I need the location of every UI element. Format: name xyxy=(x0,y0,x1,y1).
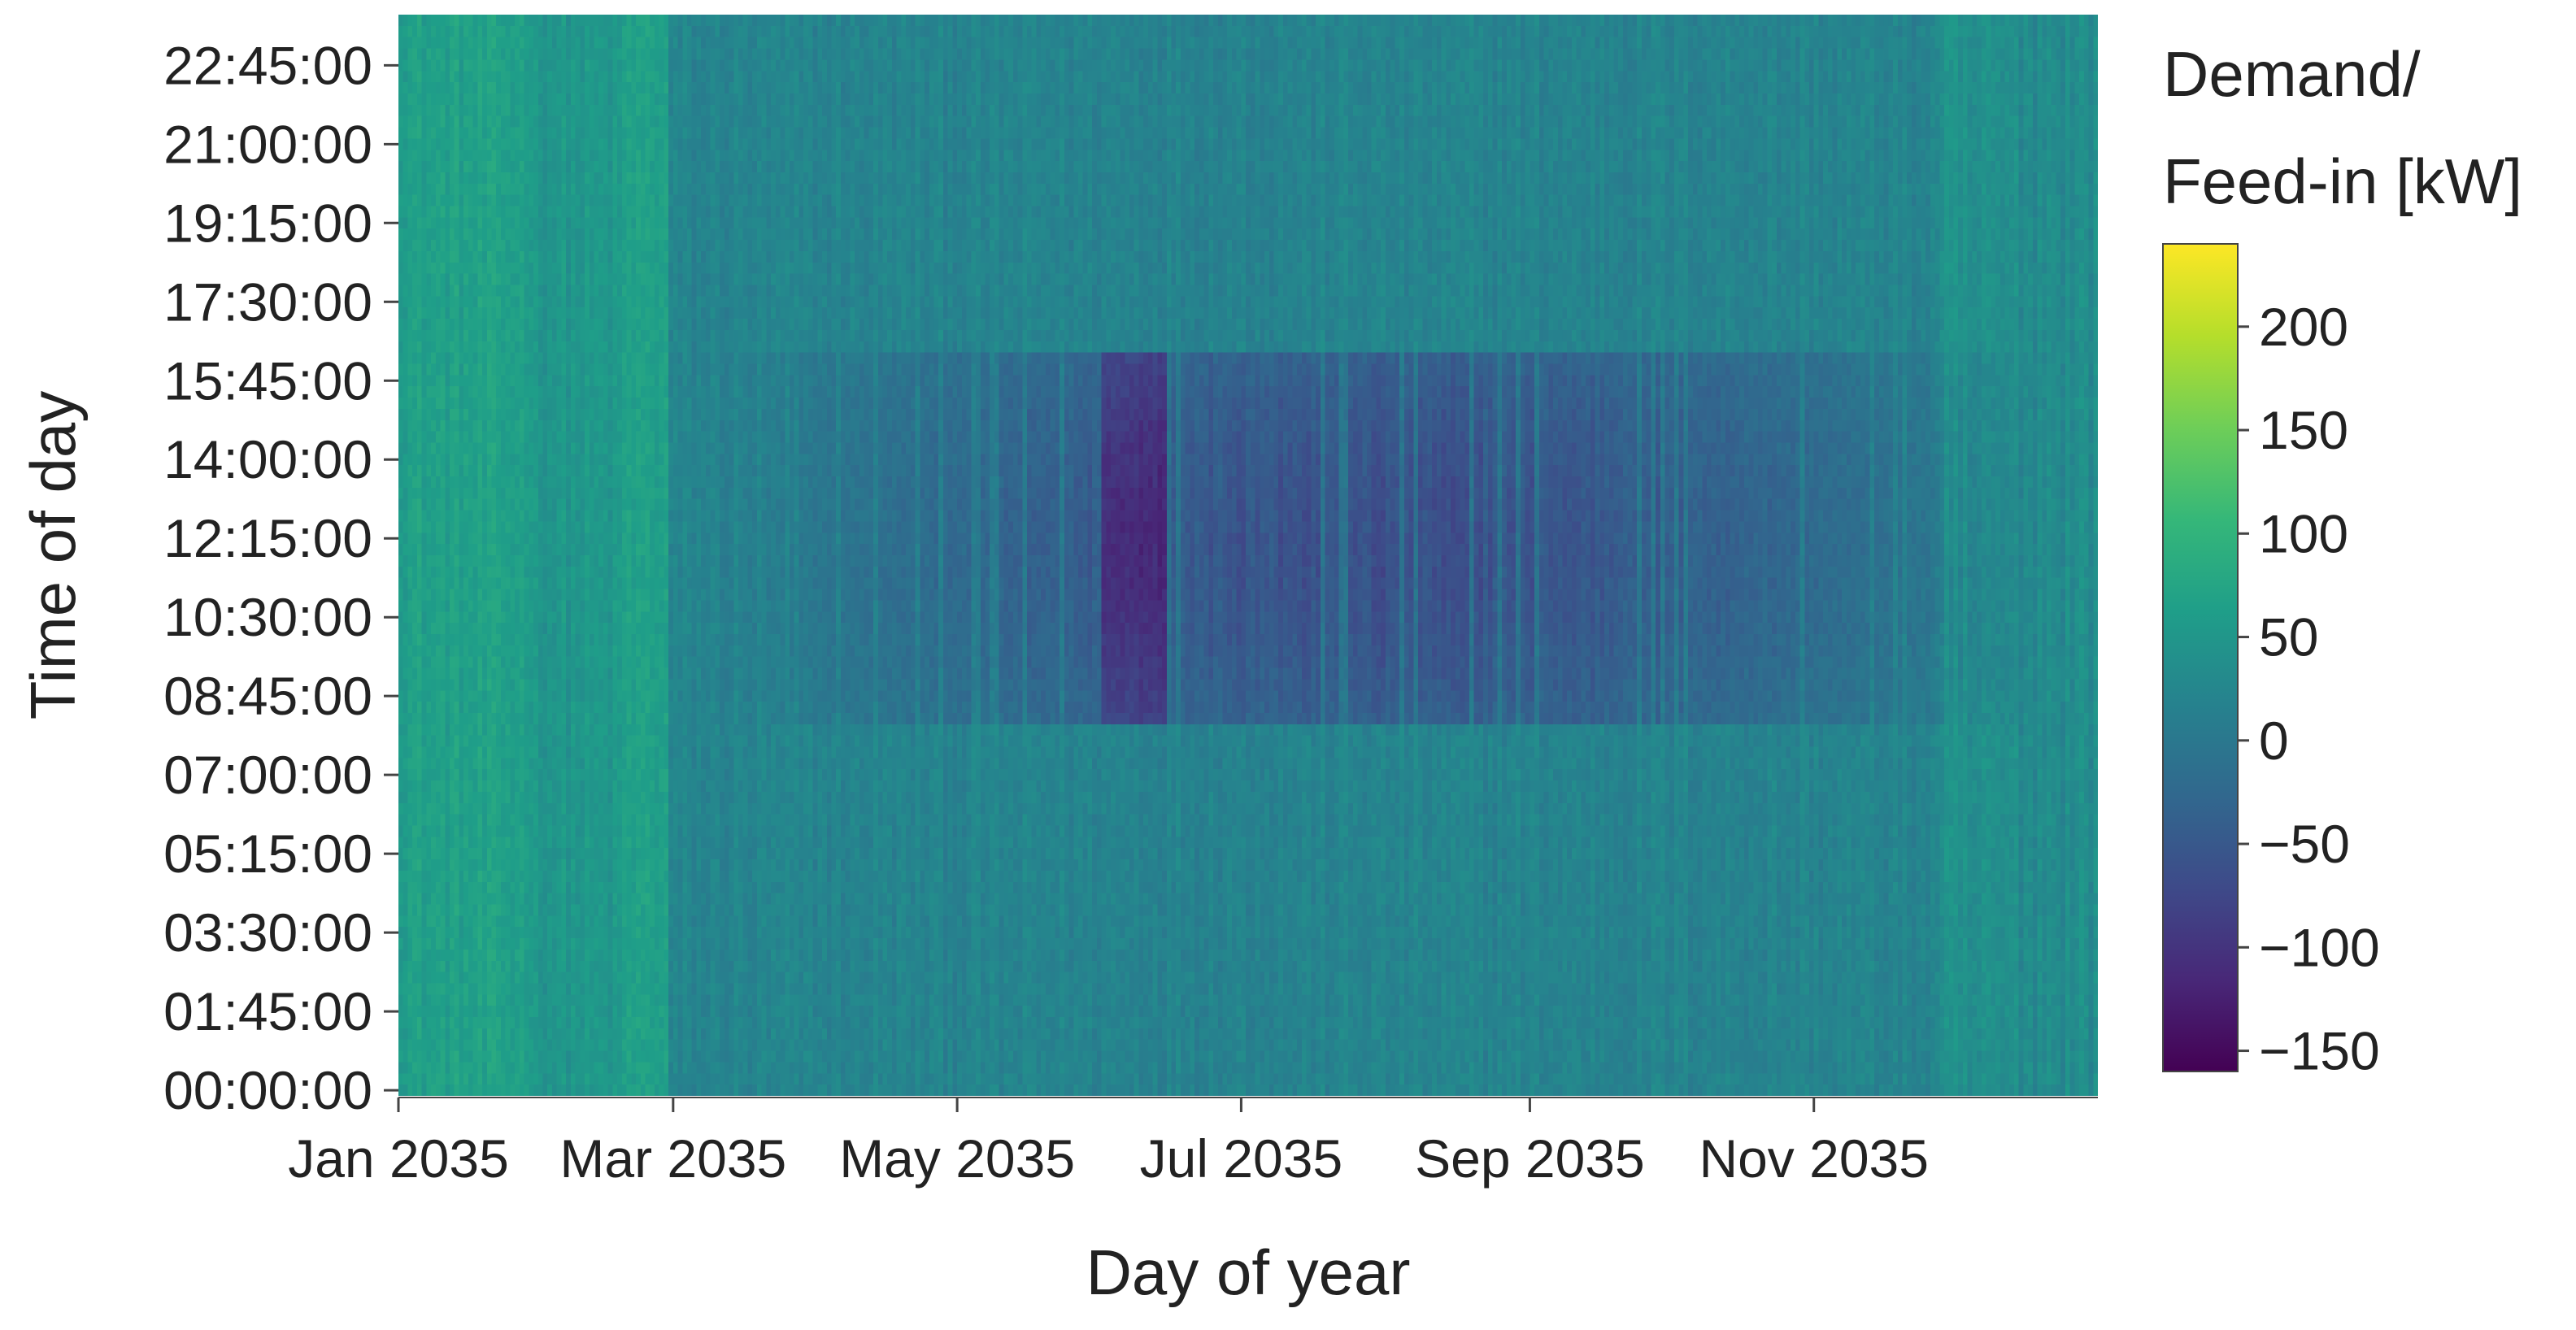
x-tick-label: Mar 2035 xyxy=(559,1128,786,1189)
y-tick-label: 03:30:00 xyxy=(163,902,372,963)
y-tick-label: 05:15:00 xyxy=(163,824,372,884)
heatmap xyxy=(398,15,2098,1096)
colorbar-tick-label: −50 xyxy=(2259,814,2350,874)
x-tick-label: Nov 2035 xyxy=(1699,1128,1929,1189)
y-tick-label: 01:45:00 xyxy=(163,981,372,1041)
y-axis-title: Time of day xyxy=(17,391,89,720)
colorbar-title-line-2: Feed-in [kW] xyxy=(2163,146,2522,217)
y-tick-label: 00:00:00 xyxy=(163,1060,372,1120)
colorbar-title-line-1: Demand/ xyxy=(2163,38,2421,110)
x-tick-label: Jul 2035 xyxy=(1140,1128,1343,1189)
colorbar-tick-label: 50 xyxy=(2259,607,2318,667)
colorbar-tick-label: 150 xyxy=(2259,400,2348,460)
y-tick-label: 12:15:00 xyxy=(163,508,372,568)
colorbar-gradient xyxy=(2162,243,2239,1072)
y-tick-label: 21:00:00 xyxy=(163,114,372,174)
colorbar-tick-label: 200 xyxy=(2259,297,2348,357)
x-tick-label: Jan 2035 xyxy=(288,1128,509,1189)
x-tick-label: Sep 2035 xyxy=(1415,1128,1645,1189)
x-tick-label: May 2035 xyxy=(839,1128,1075,1189)
x-axis: Jan 2035 Mar 2035 May 2035 Jul 2035 Sep 2035… xyxy=(288,1097,2098,1189)
colorbar-tick-label: 100 xyxy=(2259,503,2348,563)
y-tick-label: 10:30:00 xyxy=(163,587,372,647)
colorbar-tick-label: −150 xyxy=(2259,1021,2380,1081)
colorbar-tick-label: −100 xyxy=(2259,917,2380,977)
y-axis: 00:00:00 01:45:00 03:30:00 05:15:00 07:00:00… xyxy=(163,35,398,1120)
x-axis-title: Day of year xyxy=(1086,1237,1411,1308)
y-tick-label: 07:00:00 xyxy=(163,745,372,805)
colorbar-tick-label: 0 xyxy=(2259,711,2289,771)
y-tick-label: 19:15:00 xyxy=(163,193,372,253)
colorbar: Demand/ Feed-in [kW] −150 −100 −50 0 50 100 15… xyxy=(2162,38,2522,1081)
y-tick-label: 22:45:00 xyxy=(163,35,372,95)
y-tick-label: 08:45:00 xyxy=(163,666,372,726)
y-tick-label: 15:45:00 xyxy=(163,350,372,411)
y-tick-label: 17:30:00 xyxy=(163,272,372,332)
colorbar-ticks: −150 −100 −50 0 50 100 150 200 xyxy=(2238,297,2380,1081)
y-tick-label: 14:00:00 xyxy=(163,429,372,489)
